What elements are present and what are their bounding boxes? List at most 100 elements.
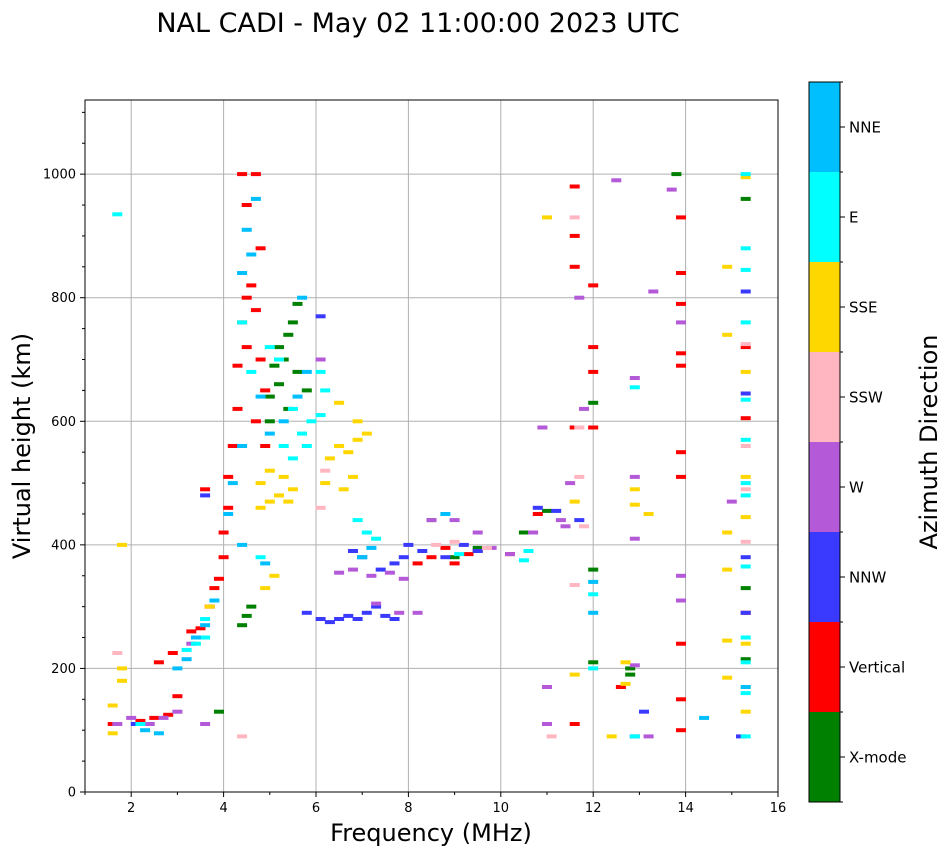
data-point [264, 499, 275, 504]
data-point [107, 731, 118, 736]
data-point [449, 555, 460, 560]
x-tick-label: 4 [219, 801, 227, 816]
data-point [740, 345, 751, 350]
colorbar-tick-label: X-mode [849, 749, 906, 767]
data-point [375, 567, 386, 572]
data-point [625, 672, 636, 677]
data-point [320, 481, 331, 486]
data-point [440, 555, 451, 560]
data-point [348, 567, 358, 572]
data-point [440, 512, 451, 516]
data-point [241, 295, 252, 300]
data-point [412, 561, 423, 566]
data-point [740, 369, 751, 374]
data-point [297, 431, 308, 436]
data-points [107, 172, 751, 739]
data-point [274, 382, 284, 387]
data-point [569, 184, 580, 189]
data-point [676, 697, 686, 702]
data-point [237, 271, 248, 275]
data-point [283, 332, 294, 337]
data-point [135, 722, 146, 726]
data-point [255, 505, 266, 510]
data-point [398, 576, 409, 581]
data-point [579, 524, 589, 529]
data-point [352, 617, 363, 621]
colorbar-segment [809, 712, 840, 802]
data-point [611, 178, 622, 183]
data-point [620, 681, 631, 686]
data-point [505, 552, 515, 557]
data-point [588, 345, 599, 350]
data-point [255, 394, 266, 399]
series-sse [107, 175, 751, 739]
data-point [218, 555, 229, 560]
data-point [384, 570, 395, 575]
data-point [518, 558, 529, 563]
data-point [246, 604, 257, 609]
data-point [417, 549, 428, 553]
data-point [371, 536, 382, 541]
data-point [676, 271, 686, 275]
data-point [740, 586, 751, 591]
data-point [250, 308, 261, 313]
data-point [278, 474, 289, 479]
data-point [278, 444, 289, 448]
data-point [357, 555, 368, 560]
data-point [237, 734, 248, 739]
data-point [218, 530, 229, 535]
data-point [264, 468, 275, 473]
data-point [274, 493, 284, 498]
data-point [676, 474, 686, 479]
data-point [241, 227, 252, 232]
data-point [740, 564, 751, 569]
data-point [394, 610, 405, 615]
colorbar-label: Azimuth Direction [915, 335, 943, 550]
y-axis: 0 200 400 600 800 1000 [43, 111, 85, 801]
data-point [320, 388, 331, 393]
data-point [542, 215, 552, 220]
data-point [740, 487, 751, 492]
data-point [237, 172, 248, 177]
x-tick-label: 8 [404, 801, 412, 816]
data-point [648, 289, 659, 294]
data-point [629, 663, 640, 668]
data-point [190, 641, 201, 646]
data-point [315, 413, 326, 418]
y-tick-label: 0 [68, 786, 76, 801]
data-point [722, 530, 733, 535]
data-point [625, 666, 636, 671]
data-point [246, 283, 257, 288]
data-point [740, 555, 751, 560]
data-point [740, 196, 751, 201]
data-point [246, 369, 257, 374]
data-point [676, 598, 686, 603]
data-point [260, 561, 271, 566]
data-point [204, 604, 215, 609]
data-point [324, 456, 335, 461]
data-point [255, 481, 266, 486]
data-point [200, 635, 211, 640]
data-point [560, 524, 571, 529]
data-point [172, 709, 183, 714]
y-tick-label: 1000 [43, 168, 76, 183]
data-point [292, 369, 303, 374]
data-point [722, 264, 733, 269]
data-point [537, 425, 548, 430]
colorbar-tick-label: NNE [849, 119, 881, 137]
data-point [227, 444, 238, 448]
data-point [292, 394, 303, 399]
data-point [569, 499, 580, 504]
data-point [574, 474, 585, 479]
data-point [472, 545, 483, 550]
data-point [264, 431, 275, 436]
data-point [274, 345, 284, 350]
data-point [565, 481, 576, 486]
data-point [676, 320, 686, 325]
data-point [126, 715, 137, 720]
data-point [287, 456, 298, 461]
data-point [569, 215, 580, 220]
data-point [740, 685, 751, 689]
data-point [301, 388, 312, 393]
data-point [523, 549, 534, 553]
